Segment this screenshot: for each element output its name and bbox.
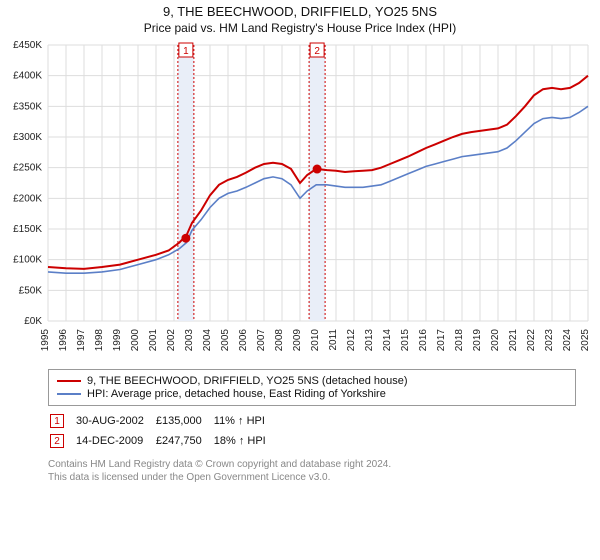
title-main: 9, THE BEECHWOOD, DRIFFIELD, YO25 5NS	[0, 4, 600, 19]
sale-date: 30-AUG-2002	[76, 412, 154, 430]
sale-delta: 18% ↑ HPI	[214, 432, 276, 450]
legend-row: HPI: Average price, detached house, East…	[57, 388, 567, 400]
svg-text:2014: 2014	[382, 329, 393, 352]
svg-text:£250K: £250K	[13, 163, 42, 174]
svg-text:2003: 2003	[184, 329, 195, 352]
title-sub: Price paid vs. HM Land Registry's House …	[0, 21, 600, 35]
svg-text:1: 1	[183, 46, 189, 57]
svg-text:1997: 1997	[76, 329, 87, 352]
svg-text:2023: 2023	[544, 329, 555, 352]
svg-text:2009: 2009	[292, 329, 303, 352]
legend-swatch	[57, 380, 81, 382]
price-chart: £0K £50K £100K £150K £200K £250K £300K £350K £40…	[0, 35, 600, 365]
svg-text:2020: 2020	[490, 329, 501, 352]
svg-text:1998: 1998	[94, 329, 105, 352]
sale-marker-icon: 1	[50, 414, 64, 428]
svg-text:2011: 2011	[328, 329, 339, 351]
sale-row: 2 14-DEC-2009£247,75018% ↑ HPI	[50, 432, 276, 450]
svg-text:£300K: £300K	[13, 132, 42, 143]
legend-label: HPI: Average price, detached house, East…	[87, 388, 386, 400]
svg-text:£100K: £100K	[13, 255, 42, 266]
svg-text:2019: 2019	[472, 329, 483, 352]
svg-text:2025: 2025	[580, 329, 591, 352]
svg-text:2002: 2002	[166, 329, 177, 352]
legend: 9, THE BEECHWOOD, DRIFFIELD, YO25 5NS (d…	[48, 369, 576, 406]
svg-text:2017: 2017	[436, 329, 447, 352]
svg-text:2005: 2005	[220, 329, 231, 352]
svg-text:1996: 1996	[58, 329, 69, 352]
svg-text:1995: 1995	[40, 329, 51, 352]
sale-price: £135,000	[156, 412, 212, 430]
svg-text:2022: 2022	[526, 329, 537, 352]
footer-attribution: Contains HM Land Registry data © Crown c…	[48, 458, 576, 484]
svg-text:2013: 2013	[364, 329, 375, 352]
svg-text:£0K: £0K	[24, 316, 42, 327]
svg-text:£50K: £50K	[19, 285, 43, 296]
svg-text:2000: 2000	[130, 329, 141, 352]
svg-text:2024: 2024	[562, 329, 573, 352]
svg-text:2021: 2021	[508, 329, 519, 352]
svg-text:2018: 2018	[454, 329, 465, 352]
chart-titles: 9, THE BEECHWOOD, DRIFFIELD, YO25 5NS Pr…	[0, 0, 600, 35]
sale-delta: 11% ↑ HPI	[214, 412, 276, 430]
footer-line-1: Contains HM Land Registry data © Crown c…	[48, 458, 576, 471]
svg-text:2008: 2008	[274, 329, 285, 352]
sale-price: £247,750	[156, 432, 212, 450]
svg-text:2006: 2006	[238, 329, 249, 352]
svg-text:2001: 2001	[148, 329, 159, 352]
svg-text:£400K: £400K	[13, 71, 42, 82]
svg-text:£200K: £200K	[13, 193, 42, 204]
svg-text:2012: 2012	[346, 329, 357, 352]
svg-text:£150K: £150K	[13, 224, 42, 235]
sale-row: 1 30-AUG-2002£135,00011% ↑ HPI	[50, 412, 276, 430]
svg-text:2016: 2016	[418, 329, 429, 352]
sale-date: 14-DEC-2009	[76, 432, 154, 450]
svg-text:2004: 2004	[202, 329, 213, 352]
svg-text:£350K: £350K	[13, 101, 42, 112]
legend-row: 9, THE BEECHWOOD, DRIFFIELD, YO25 5NS (d…	[57, 375, 567, 387]
svg-text:£450K: £450K	[13, 40, 42, 51]
legend-label: 9, THE BEECHWOOD, DRIFFIELD, YO25 5NS (d…	[87, 375, 408, 387]
svg-text:2015: 2015	[400, 329, 411, 352]
svg-text:2007: 2007	[256, 329, 267, 352]
sales-table: 1 30-AUG-2002£135,00011% ↑ HPI 2 14-DEC-200…	[48, 410, 278, 452]
chart-container: £0K £50K £100K £150K £200K £250K £300K £350K £40…	[0, 35, 600, 365]
svg-text:1999: 1999	[112, 329, 123, 352]
svg-text:2010: 2010	[310, 329, 321, 352]
legend-swatch	[57, 393, 81, 395]
svg-text:2: 2	[314, 46, 320, 57]
footer-line-2: This data is licensed under the Open Gov…	[48, 471, 576, 484]
sale-marker-icon: 2	[50, 434, 64, 448]
